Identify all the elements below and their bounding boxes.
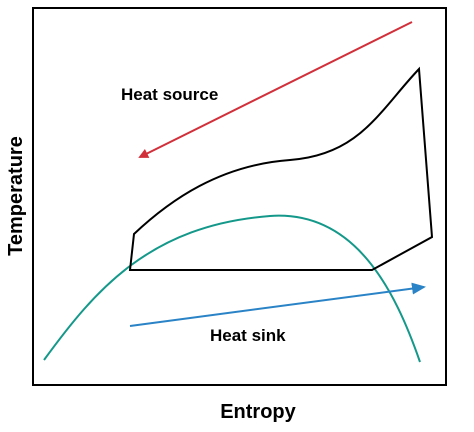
heat-sink-arrow (129, 282, 426, 327)
plot-frame (32, 7, 447, 386)
heat-sink-label: Heat sink (210, 326, 286, 345)
heat-source-label: Heat source (121, 85, 218, 104)
x-axis-label: Entropy (220, 401, 296, 423)
heat-source-arrow (138, 21, 413, 158)
cycle-loop (128, 66, 434, 271)
y-axis-label: Temperature (5, 136, 27, 256)
